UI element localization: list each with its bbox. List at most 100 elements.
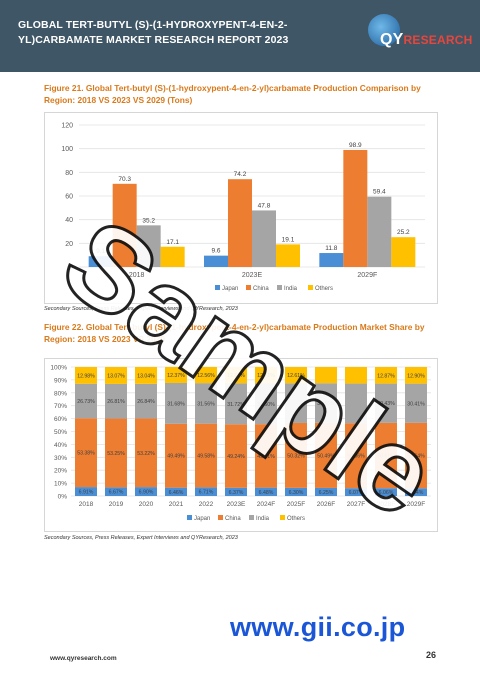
bar <box>391 237 416 267</box>
stacked-bar-segment <box>315 487 337 496</box>
stacked-bar-segment <box>405 367 427 384</box>
x-tick-label: 2020 <box>139 501 154 508</box>
stacked-bar-segment <box>345 423 367 489</box>
stacked-bar-segment <box>165 367 187 383</box>
stacked-bar-segment <box>405 488 427 496</box>
legend-swatch <box>249 515 254 520</box>
legend-swatch <box>277 285 282 290</box>
legend-label: China <box>253 286 269 292</box>
bar <box>88 256 113 267</box>
stacked-bar-segment <box>345 367 367 384</box>
stacked-bar-segment <box>195 383 217 424</box>
stacked-bar-segment <box>195 367 217 384</box>
x-tick-label: 2026F <box>317 501 335 508</box>
y-tick-label: 80 <box>65 170 73 177</box>
stacked-bar-segment <box>105 367 127 384</box>
stacked-bar-segment <box>165 423 187 488</box>
data-label: 35.2 <box>142 217 155 224</box>
stacked-bar-segment <box>375 422 397 489</box>
data-label: 17.1 <box>166 239 179 246</box>
data-label: 49.21% <box>257 454 275 460</box>
data-label: 12.71% <box>257 373 275 379</box>
stacked-bar-segment <box>75 367 97 384</box>
data-label: 26.73% <box>77 399 95 405</box>
y-tick-label: 20 <box>65 241 73 248</box>
data-label: 6.30% <box>289 490 304 496</box>
data-label: 12.56% <box>197 373 215 379</box>
data-label: 6.48% <box>259 490 274 496</box>
y-tick-label: 80% <box>54 390 67 397</box>
bar <box>276 244 300 267</box>
data-label: 49.24% <box>227 454 245 460</box>
y-tick-label: 30% <box>54 455 67 462</box>
stacked-bar-segment <box>285 487 307 496</box>
data-label: 6.91% <box>79 490 94 496</box>
data-label: 6.25% <box>319 490 334 496</box>
x-tick-label: 2018 <box>129 272 145 279</box>
report-title: GLOBAL TERT-BUTYL (S)-(1-HYDROXYPENT-4-E… <box>18 19 289 46</box>
figure22-title: Figure 22. Global Tert-butyl (S)-(1-hydr… <box>44 322 425 344</box>
data-label: 30.66% <box>317 401 335 407</box>
data-label: 98.9 <box>349 142 362 149</box>
data-label: 50.49% <box>317 453 335 459</box>
data-label: 31.68% <box>167 401 185 407</box>
footer-url[interactable]: www.qyresearch.com <box>50 655 117 662</box>
y-tick-label: 40 <box>65 217 73 224</box>
stacked-bar-segment <box>285 383 307 423</box>
legend-label: Others <box>287 516 305 522</box>
stacked-bar-segment <box>135 487 157 496</box>
legend-label: Others <box>315 286 333 292</box>
x-tick-label: 2024F <box>257 501 275 508</box>
stacked-bar-segment <box>345 383 367 424</box>
stacked-bar-segment <box>255 424 277 488</box>
data-label: 6.71% <box>199 490 214 496</box>
legend-swatch <box>215 285 220 290</box>
stacked-bar-segment <box>135 383 157 419</box>
x-tick-label: 2028F <box>377 501 395 508</box>
legend-label: China <box>225 516 241 522</box>
data-label: 6.67% <box>109 490 124 496</box>
y-tick-label: 50% <box>54 429 67 436</box>
y-tick-label: 90% <box>54 377 67 384</box>
globe-icon <box>368 14 400 46</box>
stacked-bar-segment <box>75 487 97 496</box>
bar <box>252 210 276 267</box>
stacked-bar-segment <box>225 487 247 496</box>
legend-label: India <box>256 516 270 522</box>
stacked-bar-segment <box>225 367 247 384</box>
x-tick-label: 2025F <box>287 501 305 508</box>
stacked-bar-segment <box>255 383 277 425</box>
data-label: 50.32% <box>287 453 305 459</box>
legend-swatch <box>246 285 251 290</box>
bar <box>367 196 392 267</box>
data-label: 13.04% <box>137 373 155 379</box>
gii-url[interactable]: www.gii.co.jp <box>230 612 406 642</box>
stacked-bar-segment <box>255 487 277 496</box>
data-label: 11.8 <box>325 245 338 252</box>
x-tick-label: 2019 <box>109 501 124 508</box>
data-label: 9.1 <box>96 248 105 255</box>
figure21-chart-frame: 0 20 40 60 80 100 120 9.1 70.3 35.2 17.1 2018 9.6 74.… <box>44 112 438 304</box>
data-label: 49.49% <box>167 454 185 460</box>
data-label: 12.98% <box>77 373 95 379</box>
data-label: 74.2 <box>234 171 247 178</box>
bar <box>204 255 228 267</box>
figure22-chart-frame: 0% 10% 20% 30% 40% 50% 60% 70% 80% 90% 100% 6.91% 53… <box>44 358 438 532</box>
y-tick-label: 100% <box>50 365 67 372</box>
report-header: GLOBAL TERT-BUTYL (S)-(1-HYDROXYPENT-4-E… <box>0 0 480 72</box>
x-tick-label: 2029F <box>357 272 377 279</box>
data-label: 26.84% <box>137 399 155 405</box>
bar <box>160 246 185 267</box>
stacked-bar-segment <box>75 418 97 488</box>
data-label: 12.87% <box>377 373 395 379</box>
data-label: 12.37% <box>167 373 185 379</box>
data-label: 50.36% <box>347 454 365 460</box>
legend-swatch <box>280 515 285 520</box>
data-label: 6.46% <box>169 490 184 496</box>
stacked-bar-segment <box>105 383 127 419</box>
y-tick-label: 40% <box>54 442 67 449</box>
data-label: 25.2 <box>397 229 410 236</box>
y-tick-label: 60 <box>65 194 73 201</box>
stacked-bar-segment <box>165 382 187 424</box>
bar <box>343 149 368 267</box>
